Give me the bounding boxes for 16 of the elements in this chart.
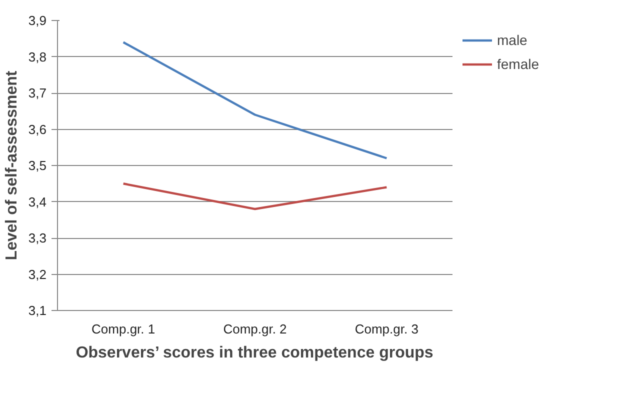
x-tick-label: Comp.gr. 2 [223, 322, 287, 336]
legend-label: male [497, 32, 528, 48]
y-tick-label: 3,3 [28, 230, 47, 246]
x-axis-title: Observers’ scores in three competence groups [76, 344, 434, 362]
y-tick-label: 3,6 [28, 122, 47, 137]
x-tick-label: Comp.gr. 1 [92, 322, 156, 336]
y-tick-label: 3,2 [28, 266, 47, 282]
y-tick-label: 3,5 [28, 158, 47, 173]
y-tick-label: 3,7 [28, 86, 47, 100]
y-tick-label: 3,1 [28, 303, 47, 318]
x-tick-label: Comp.gr. 3 [354, 322, 418, 336]
legend-label: female [497, 56, 540, 72]
y-axis-title: Level of self-assessment [3, 70, 20, 260]
y-tick-label: 3,4 [28, 194, 47, 210]
y-tick-label: 3,9 [28, 13, 47, 28]
y-tick-label: 3,8 [28, 49, 47, 64]
